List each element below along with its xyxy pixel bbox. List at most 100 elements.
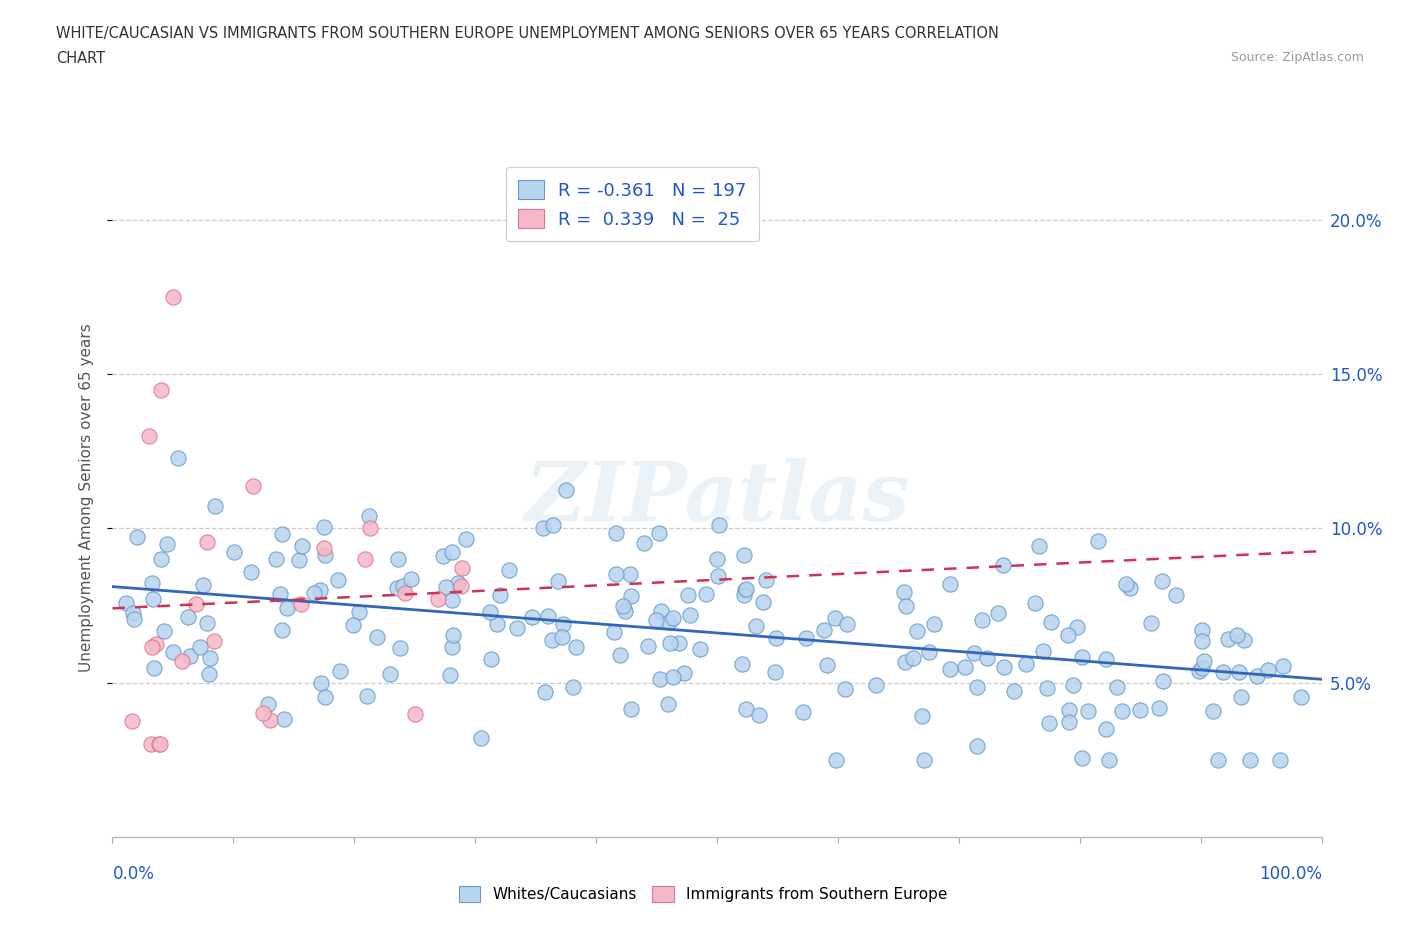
- Point: [695, 587, 717, 602]
- Point: [1032, 644, 1054, 658]
- Point: [328, 664, 350, 679]
- Point: [609, 647, 631, 662]
- Point: [479, 652, 502, 667]
- Point: [142, 591, 165, 606]
- Point: [922, 617, 945, 631]
- Point: [733, 588, 755, 603]
- Point: [1062, 678, 1084, 693]
- Point: [763, 664, 786, 679]
- Point: [561, 680, 583, 695]
- Point: [450, 578, 472, 593]
- Point: [378, 667, 401, 682]
- Point: [734, 583, 756, 598]
- Point: [1057, 628, 1080, 643]
- Point: [188, 639, 211, 654]
- Point: [1040, 615, 1063, 630]
- Point: [662, 670, 685, 684]
- Point: [565, 639, 588, 654]
- Point: [1066, 619, 1088, 634]
- Point: [910, 709, 932, 724]
- Point: [1246, 669, 1268, 684]
- Point: [668, 635, 690, 650]
- Point: [733, 548, 755, 563]
- Point: [659, 635, 682, 650]
- Point: [308, 582, 330, 597]
- Point: [1202, 704, 1225, 719]
- Point: [894, 598, 917, 613]
- Point: [252, 706, 274, 721]
- Point: [707, 568, 730, 583]
- Point: [347, 604, 370, 619]
- Point: [1191, 660, 1213, 675]
- Legend: R = -0.361   N = 197, R =  0.339   N =  25: R = -0.361 N = 197, R = 0.339 N = 25: [506, 167, 759, 241]
- Point: [138, 429, 160, 444]
- Point: [270, 623, 292, 638]
- Point: [156, 537, 179, 551]
- Point: [893, 584, 915, 599]
- Point: [222, 545, 245, 560]
- Point: [259, 712, 281, 727]
- Point: [966, 738, 988, 753]
- Point: [1140, 616, 1163, 631]
- Point: [633, 536, 655, 551]
- Point: [747, 708, 769, 723]
- Point: [291, 538, 314, 553]
- Point: [813, 622, 835, 637]
- Point: [314, 548, 336, 563]
- Point: [1015, 657, 1038, 671]
- Point: [1233, 632, 1256, 647]
- Point: [441, 639, 464, 654]
- Text: CHART: CHART: [56, 51, 105, 66]
- Point: [356, 688, 378, 703]
- Point: [127, 529, 149, 544]
- Point: [554, 483, 576, 498]
- Point: [619, 567, 641, 582]
- Text: 0.0%: 0.0%: [112, 865, 155, 883]
- Point: [328, 573, 350, 588]
- Text: 100.0%: 100.0%: [1258, 865, 1322, 883]
- Point: [276, 601, 298, 616]
- Point: [139, 737, 162, 751]
- Point: [614, 604, 637, 618]
- Point: [835, 617, 858, 631]
- Point: [735, 582, 758, 597]
- Point: [993, 659, 1015, 674]
- Text: ZIPatlas: ZIPatlas: [524, 458, 910, 538]
- Point: [153, 624, 176, 639]
- Point: [204, 498, 226, 513]
- Point: [976, 651, 998, 666]
- Point: [970, 612, 993, 627]
- Point: [191, 578, 214, 592]
- Point: [765, 631, 787, 645]
- Point: [537, 608, 560, 623]
- Point: [1212, 665, 1234, 680]
- Point: [612, 598, 634, 613]
- Point: [498, 563, 520, 578]
- Point: [657, 697, 679, 711]
- Point: [439, 668, 461, 683]
- Point: [1227, 665, 1250, 680]
- Point: [266, 551, 288, 566]
- Point: [939, 661, 962, 676]
- Point: [149, 737, 172, 751]
- Point: [905, 624, 928, 639]
- Point: [440, 544, 463, 559]
- Point: [938, 577, 960, 591]
- Point: [963, 645, 986, 660]
- Point: [679, 607, 702, 622]
- Point: [170, 654, 193, 669]
- Point: [794, 631, 817, 645]
- Point: [1226, 627, 1249, 642]
- Point: [706, 551, 728, 566]
- Point: [1268, 752, 1291, 767]
- Point: [1111, 704, 1133, 719]
- Point: [918, 644, 941, 659]
- Point: [1119, 580, 1142, 595]
- Point: [124, 611, 146, 626]
- Point: [485, 617, 508, 631]
- Point: [387, 581, 409, 596]
- Point: [166, 451, 188, 466]
- Point: [1152, 574, 1174, 589]
- Point: [1087, 533, 1109, 548]
- Point: [392, 579, 415, 594]
